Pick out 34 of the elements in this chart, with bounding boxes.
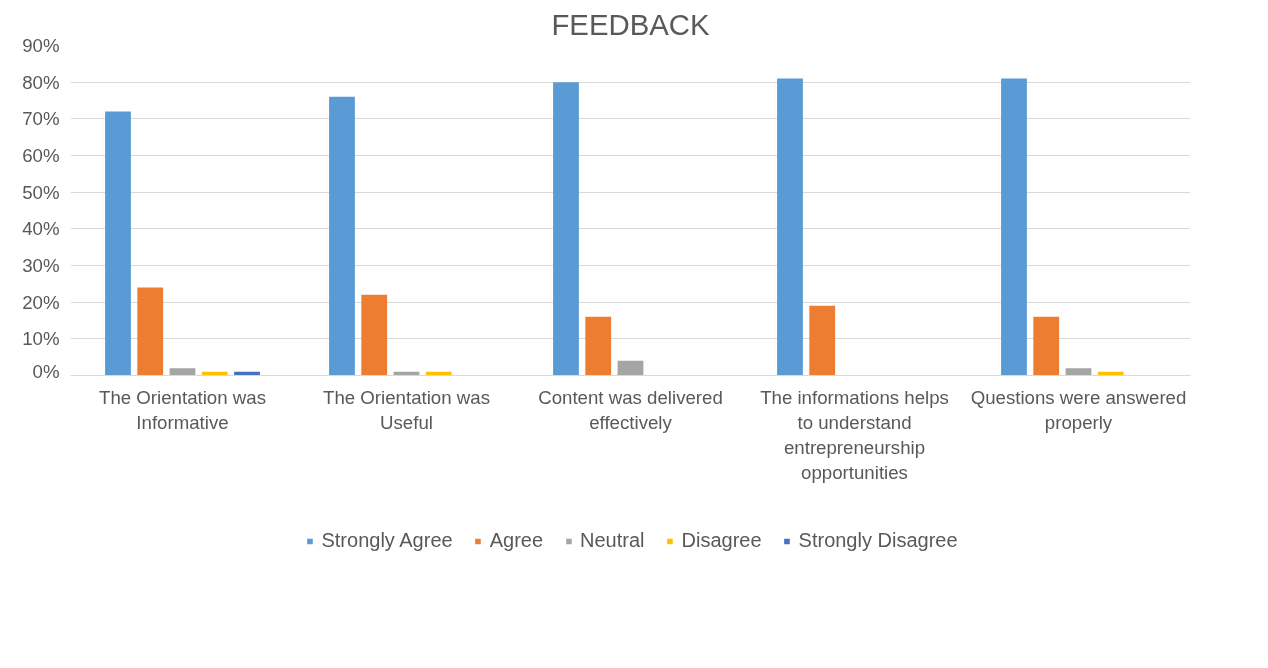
- y-tick-label: 40%: [22, 218, 60, 240]
- bar: [585, 316, 612, 376]
- y-tick-label: 90%: [22, 35, 60, 56]
- y-tick-label: 80%: [22, 71, 60, 93]
- bar: [553, 82, 579, 376]
- x-tick-label: Questions were answered properly: [970, 386, 1187, 433]
- y-tick-label: 30%: [22, 255, 60, 276]
- bar: [1065, 368, 1092, 376]
- legend-label: Disagree: [681, 529, 762, 552]
- bar: [169, 368, 196, 376]
- chart-title: FEEDBACK: [551, 7, 710, 41]
- bar: [1001, 78, 1027, 376]
- x-tick-label: Content was delivered effectively: [538, 386, 723, 433]
- y-tick-label: 10%: [22, 328, 60, 350]
- y-tick-label: 0%: [32, 360, 60, 382]
- y-tick-label: 20%: [22, 291, 60, 313]
- bar: [809, 305, 836, 376]
- y-tick-label: 50%: [22, 181, 60, 203]
- legend-label: Strongly Disagree: [798, 529, 958, 552]
- x-tick-label: The Orientation was Informative: [99, 386, 266, 433]
- bar: [137, 287, 164, 376]
- bar: [329, 96, 355, 376]
- bar: [105, 111, 131, 376]
- legend-label: Neutral: [580, 529, 645, 552]
- y-tick-label: 60%: [22, 145, 60, 166]
- legend-label: Agree: [489, 529, 544, 552]
- bar: [1033, 316, 1060, 376]
- bar: [777, 78, 803, 376]
- bar: [617, 360, 644, 376]
- y-tick-label: 70%: [22, 108, 60, 130]
- legend-label: Strongly Agree: [321, 529, 453, 552]
- bar: [361, 294, 388, 376]
- x-tick-label: The Orientation was Useful: [323, 386, 490, 433]
- x-tick-label: The informations helps to understand entrepreneurship opportunities: [760, 386, 949, 483]
